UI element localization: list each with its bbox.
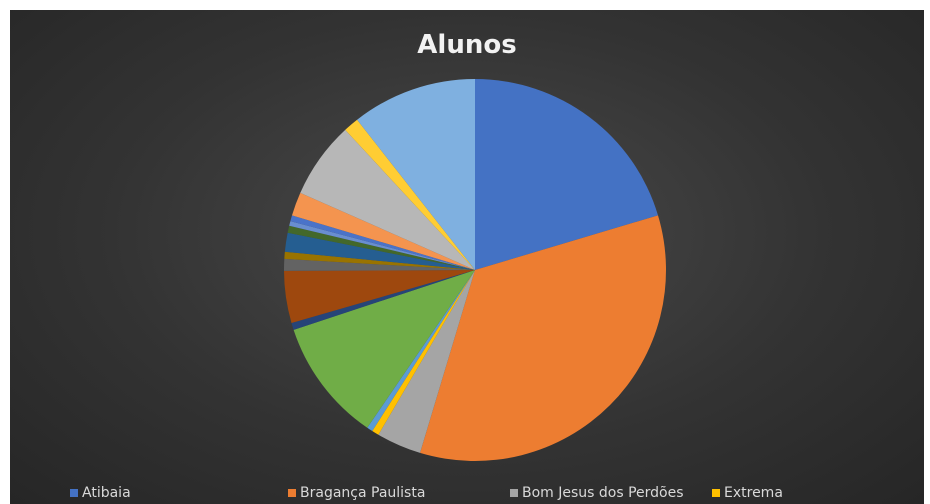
pie-slice-5 <box>293 270 475 428</box>
pie-slice-3 <box>372 270 475 435</box>
pie-slice-15 <box>300 129 475 270</box>
legend-label-3: Extrema <box>724 485 783 501</box>
legend-item-2: Bom Jesus dos Perdões <box>510 485 684 501</box>
pie-slice-1 <box>420 215 667 461</box>
pie-slice-2 <box>378 270 475 453</box>
legend-swatch-0 <box>70 489 78 497</box>
pie-slice-13 <box>290 215 475 270</box>
pie-slice-17 <box>357 79 475 270</box>
chart-legend: Atibaia Bragança Paulista Bom Jesus dos … <box>70 485 924 504</box>
legend-item-0: Atibaia <box>70 485 131 501</box>
pie-slice-0 <box>475 79 659 270</box>
chart-area: Alunos Atibaia Bragança Paulista Bom Jes… <box>10 10 924 504</box>
pie-slice-12 <box>289 221 475 270</box>
pie-slice-11 <box>287 225 475 270</box>
legend-item-1: Bragança Paulista <box>288 485 425 501</box>
legend-label-1: Bragança Paulista <box>300 485 426 501</box>
legend-swatch-1 <box>288 489 296 497</box>
pie-slice-10 <box>284 232 475 270</box>
pie-chart <box>283 79 667 461</box>
legend-swatch-3 <box>712 489 720 497</box>
pie-slice-8 <box>283 258 475 271</box>
pie-slice-7 <box>284 270 475 323</box>
pie-slice-9 <box>284 251 475 270</box>
pie-slice-14 <box>291 192 475 270</box>
pie-slice-16 <box>345 119 475 271</box>
chart-title: Alunos <box>417 30 517 60</box>
legend-label-2: Bom Jesus dos Perdões <box>522 485 684 501</box>
legend-item-3: Extrema <box>712 485 783 501</box>
pie-slice-4 <box>367 270 475 431</box>
legend-swatch-2 <box>510 489 518 497</box>
pie-slice-6 <box>291 270 475 330</box>
legend-label-0: Atibaia <box>82 485 131 501</box>
